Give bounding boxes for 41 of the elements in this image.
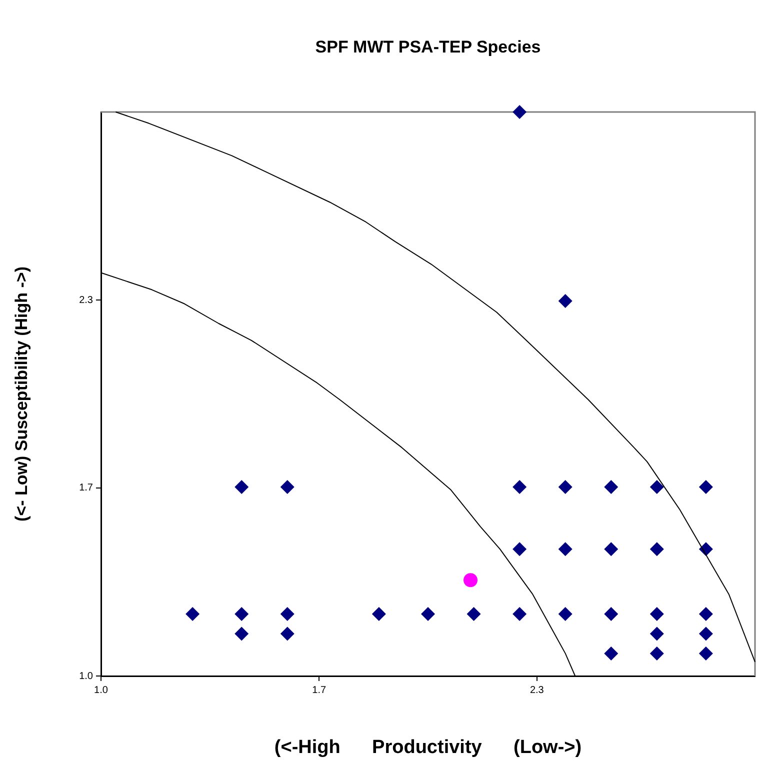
point	[512, 480, 527, 494]
point	[604, 646, 618, 660]
chart-title: SPF MWT PSA-TEP Species	[315, 38, 541, 57]
point	[558, 480, 572, 494]
point	[464, 573, 478, 588]
y-tick-label: 1.0	[79, 670, 94, 682]
point	[650, 606, 664, 621]
x-axis-title: (<-High Productivity (Low->)	[274, 736, 582, 758]
point	[650, 480, 664, 494]
point	[234, 480, 249, 494]
point	[234, 626, 249, 641]
point	[280, 626, 294, 641]
y-tick-label: 2.3	[79, 294, 94, 306]
point	[698, 606, 713, 621]
point	[604, 606, 618, 621]
point	[280, 480, 294, 494]
point	[512, 542, 527, 556]
point	[698, 480, 713, 494]
point	[558, 294, 572, 308]
point	[650, 542, 664, 556]
point	[372, 606, 386, 621]
point	[186, 606, 200, 621]
point	[558, 542, 572, 556]
point	[234, 606, 249, 621]
point	[466, 606, 481, 621]
point	[698, 626, 713, 641]
point	[512, 105, 527, 119]
y-tick-label: 1.7	[79, 482, 94, 494]
point	[512, 606, 527, 621]
x-tick-label: 1.0	[94, 684, 108, 696]
point	[604, 480, 618, 494]
point	[280, 606, 294, 621]
point	[421, 606, 435, 621]
point	[558, 606, 572, 621]
point	[650, 626, 664, 641]
y-axis-title: (<- Low) Susceptibility (High ->)	[12, 266, 31, 522]
point	[698, 646, 713, 660]
x-tick-label: 1.7	[312, 684, 326, 696]
point	[604, 542, 618, 556]
x-tick-label: 2.3	[530, 684, 544, 696]
point	[650, 646, 664, 660]
